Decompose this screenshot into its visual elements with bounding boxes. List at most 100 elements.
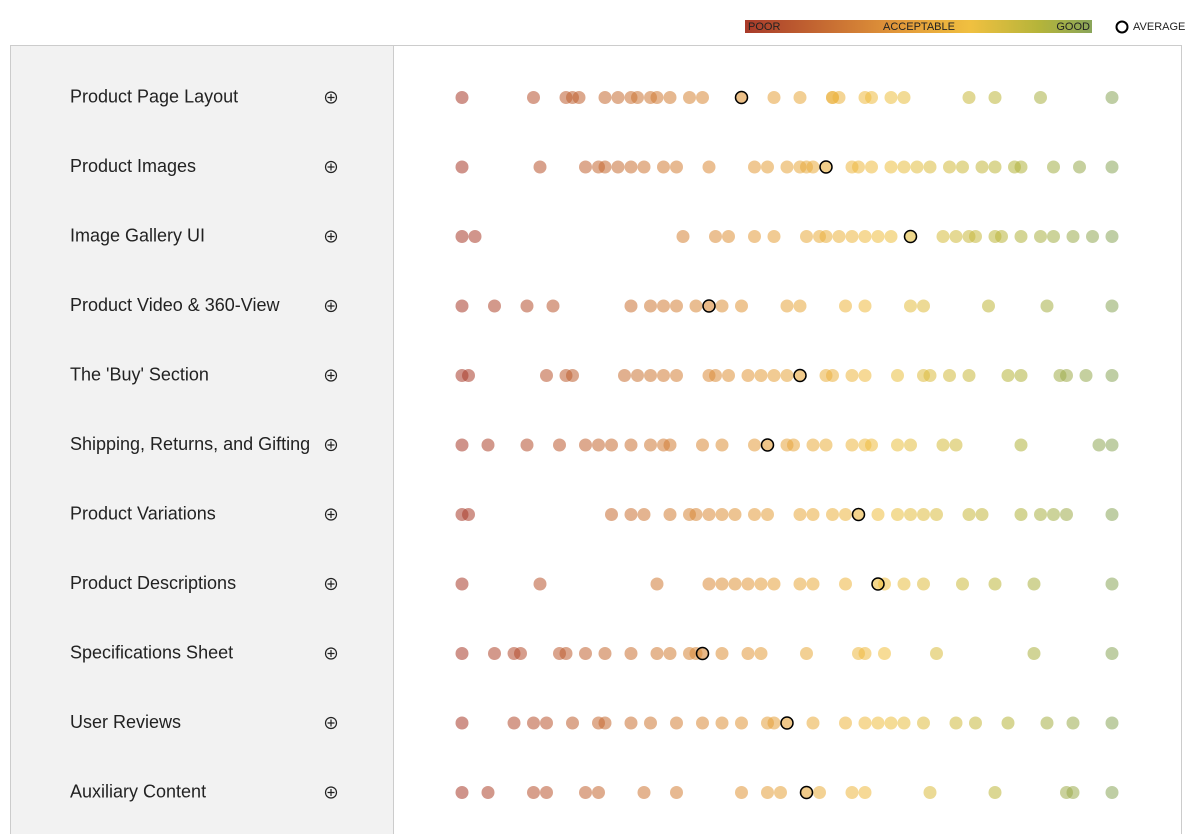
score-dot [520,438,534,452]
score-dot [845,438,859,452]
score-dot [988,577,1002,591]
expand-button[interactable] [324,299,338,313]
expand-button[interactable] [324,786,338,799]
row-label: Product Page Layout [70,86,238,106]
score-dot [462,508,475,521]
score-dot [826,369,839,382]
score-dot [488,647,501,660]
expand-icon [324,786,338,799]
expand-icon [324,716,338,730]
score-dot [865,91,878,104]
score-dot [592,786,605,799]
score-dot [702,577,716,591]
score-dot [624,299,638,313]
score-dot [858,786,872,799]
score-dot [884,160,898,174]
expand-button[interactable] [324,647,338,660]
score-dot [806,160,820,174]
expand-icon [324,230,338,243]
score-dot [644,438,657,452]
score-dot [624,647,638,660]
score-dot [806,716,820,730]
score-dot [579,160,592,174]
row-label: Product Variations [70,503,216,523]
score-dot [611,91,625,104]
score-dot [650,647,664,660]
score-dot [949,716,963,730]
score-dot [943,369,956,382]
score-dot [917,508,930,521]
score-dot [527,91,540,104]
score-dot [858,299,872,313]
score-dot [832,91,846,104]
score-dot [780,160,794,174]
row-label: Shipping, Returns, and Gifting [70,434,310,454]
score-dot [806,438,820,452]
expand-button[interactable] [324,230,338,243]
score-dot [852,160,865,174]
legend-acceptable: ACCEPTABLE [883,21,955,33]
score-dot [455,160,469,174]
score-dot [982,299,995,313]
score-dot [891,369,904,382]
row-label: Specifications Sheet [70,642,233,662]
score-dot [462,369,475,382]
score-dot [780,299,794,313]
legend-poor: POOR [748,21,780,33]
score-dot [1027,577,1041,591]
average-dot [734,90,749,105]
score-dot [748,438,761,452]
score-dot [455,786,469,799]
score-dot [663,508,677,521]
score-dot [904,508,917,521]
score-dot [624,508,638,521]
score-dot [936,230,950,243]
score-dot [774,786,787,799]
expand-plus [327,163,335,171]
score-dot [767,230,781,243]
score-dot [754,647,768,660]
score-dot [936,438,950,452]
expand-button[interactable] [324,91,338,104]
score-dot [878,647,891,660]
score-dot [1014,438,1028,452]
score-dot [728,577,742,591]
score-dot [1047,230,1060,243]
score-dot [1034,91,1047,104]
score-dot [1014,230,1028,243]
score-dot [1105,230,1119,243]
score-dot [930,508,943,521]
score-dot [956,577,969,591]
score-dot [839,299,852,313]
score-dot [689,299,703,313]
score-dot [579,786,592,799]
score-dot [728,508,742,521]
expand-button[interactable] [324,369,338,382]
expand-plus [327,719,335,727]
score-dot [884,230,898,243]
expand-button[interactable] [324,508,338,521]
expand-button[interactable] [324,577,338,591]
score-dot [930,647,943,660]
score-dot [995,230,1008,243]
expand-button[interactable] [324,160,338,174]
score-dot [683,91,696,104]
score-dot [657,160,670,174]
score-dot [806,508,820,521]
score-dot [806,577,820,591]
expand-button[interactable] [324,438,338,452]
score-dot [735,299,748,313]
score-dot [1047,508,1060,521]
score-dot [670,369,683,382]
score-dot [1086,230,1099,243]
average-dot [851,507,866,522]
score-dot [793,91,807,104]
score-dot [754,577,768,591]
score-dot [1014,369,1028,382]
score-dot [1105,716,1119,730]
score-dot [455,438,469,452]
expand-button[interactable] [324,716,338,730]
expand-plus [327,233,335,240]
expand-plus [327,94,335,101]
